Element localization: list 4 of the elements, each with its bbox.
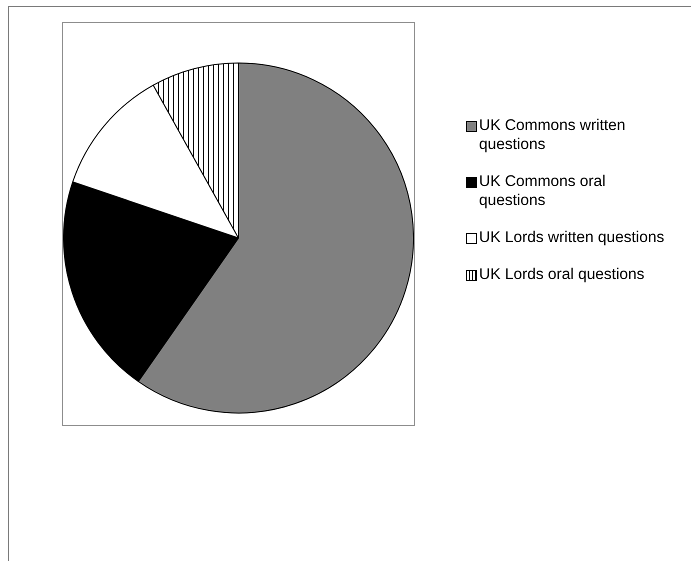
legend-label: UK Lords written questions	[479, 228, 664, 247]
legend-label: UK Commons oral questions	[479, 172, 607, 210]
legend-label: UK Commons written questions	[479, 116, 626, 154]
legend-label: UK Lords oral questions	[479, 265, 644, 284]
